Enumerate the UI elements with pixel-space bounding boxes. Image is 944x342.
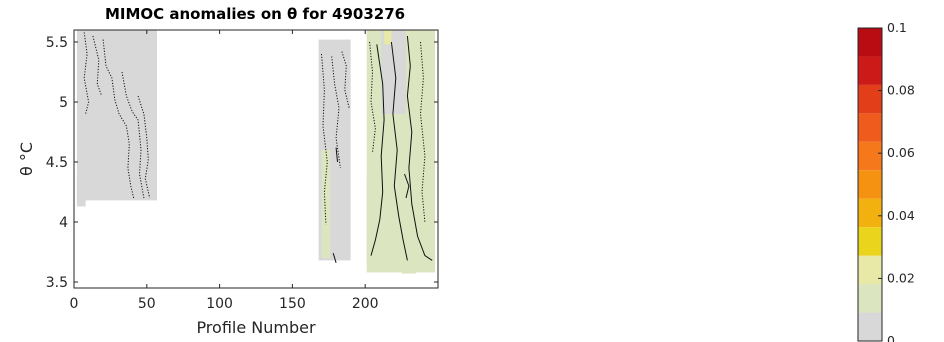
colorbar-segment — [858, 56, 882, 85]
anomaly-patch-7 — [401, 210, 417, 274]
axes-frame — [73, 29, 439, 289]
y-tick-label: 5 — [59, 95, 68, 111]
dotted-contour-8 — [341, 51, 350, 109]
anomaly-patch-9 — [384, 30, 392, 45]
colorbar-tick-label: 0.04 — [887, 208, 915, 223]
x-tick-label: 200 — [352, 296, 379, 312]
colorbar-segment — [858, 84, 882, 114]
colorbar-tick-label: 0.1 — [887, 20, 907, 35]
x-tick-label: 50 — [138, 296, 156, 312]
y-tick-label: 3.5 — [46, 275, 68, 291]
colorbar-segment — [858, 28, 882, 57]
colorbar-frame — [857, 27, 883, 342]
colorbar-segment — [858, 113, 882, 142]
solid-contour-1 — [370, 44, 385, 256]
anomaly-patch-4 — [321, 150, 331, 258]
x-tick-label: 100 — [206, 296, 233, 312]
dotted-contour-4 — [121, 71, 145, 199]
dotted-contour-6 — [321, 53, 328, 225]
plot-area — [76, 30, 436, 274]
anomaly-patch-6 — [366, 180, 379, 264]
y-tick-label: 5.5 — [46, 35, 68, 51]
colorbar-tick-label: 0.02 — [887, 270, 915, 285]
colorbar-segment — [858, 312, 882, 341]
chart-title: MIMOC anomalies on θ for 4903276 — [105, 5, 405, 23]
y-axis-label: θ °C — [17, 142, 36, 176]
colorbar-segment — [858, 255, 882, 285]
solid-contour-3 — [406, 35, 433, 261]
dotted-contour-9 — [369, 41, 376, 153]
colorbar-segment — [858, 198, 882, 228]
y-axis: 3.5 4 4.5 5 5.5 — [46, 35, 438, 291]
x-tick-label: 150 — [279, 296, 306, 312]
colorbar-segment — [858, 227, 882, 256]
colorbar-segment — [858, 141, 882, 171]
solid-contour-2 — [390, 41, 408, 261]
dotted-contour-2 — [92, 35, 103, 97]
x-axis: 0 50 100 150 200 — [70, 30, 379, 312]
dotted-contour-5 — [137, 95, 151, 199]
colorbar-tick-label: 0.08 — [887, 83, 915, 98]
colorbar-tick-label: 0 — [887, 333, 895, 342]
x-tick-label: 0 — [70, 296, 79, 312]
solid-contour-5 — [332, 253, 337, 263]
y-tick-label: 4 — [59, 215, 68, 231]
solid-contour-6 — [404, 173, 410, 199]
colorbar-tick-label: 0.06 — [887, 145, 915, 160]
solid-contour-4 — [335, 147, 338, 163]
colorbar-segment — [858, 170, 882, 199]
dotted-contour-1 — [83, 32, 90, 115]
anomaly-patch-2 — [76, 30, 157, 201]
dotted-contour-10 — [419, 41, 426, 223]
colorbar-segment — [858, 284, 882, 313]
y-tick-label: 4.5 — [46, 155, 68, 171]
colorbar: 0 0.02 0.04 0.06 0.08 0.1 — [857, 20, 915, 342]
x-axis-label: Profile Number — [196, 318, 316, 337]
